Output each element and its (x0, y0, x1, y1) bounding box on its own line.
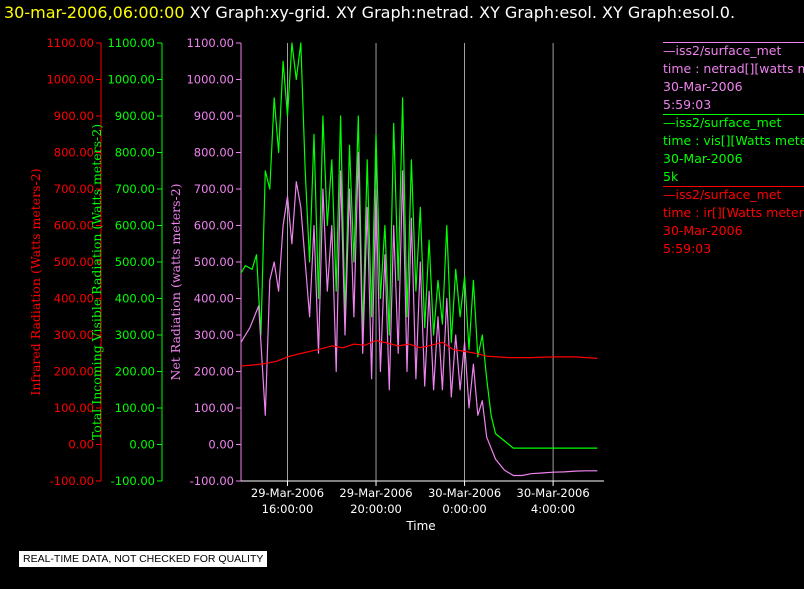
y-tick-label: -100.00 (111, 474, 155, 488)
y-tick-label: 400.00 (54, 292, 94, 306)
x-tick-time: 20:00:00 (350, 502, 402, 516)
y-tick-label: 700.00 (54, 182, 94, 196)
y-axis-title: Net Radiation (watts meters-2) (168, 183, 183, 380)
y-tick-label: 100.00 (194, 401, 234, 415)
x-tick-date: 29-Mar-2006 (339, 486, 412, 500)
legend-time: 5:59:03 (663, 97, 712, 112)
y-tick-label: 200.00 (54, 365, 94, 379)
graph-title-netrad[interactable]: XY Graph:netrad. (335, 3, 475, 22)
y-tick-label: 1000.00 (186, 73, 234, 87)
y-tick-label: 900.00 (115, 109, 155, 123)
y-tick-label: 600.00 (194, 219, 234, 233)
y-tick-label: 700.00 (194, 182, 234, 196)
y-tick-label: 500.00 (54, 255, 94, 269)
legend-separator (663, 186, 804, 187)
x-tick-time: 16:00:00 (262, 502, 314, 516)
y-tick-label: 600.00 (115, 219, 155, 233)
graph-title-esol[interactable]: XY Graph:esol. (479, 3, 597, 22)
y-tick-label: 400.00 (194, 292, 234, 306)
header-timestamp: 30-mar-2006,06:00:00 (4, 3, 185, 22)
x-tick-time: 0:00:00 (442, 502, 486, 516)
y-tick-label: 800.00 (194, 146, 234, 160)
y-tick-label: 500.00 (194, 255, 234, 269)
legend-time: 5:59:03 (663, 241, 712, 256)
series-line (240, 151, 598, 477)
legend-date: 30-Mar-2006 (663, 223, 743, 238)
y-tick-label: 200.00 (194, 365, 234, 379)
graph-title-xy-grid[interactable]: XY Graph:xy-grid. (189, 3, 331, 22)
y-tick-label: 500.00 (115, 255, 155, 269)
y-tick-label: 700.00 (115, 182, 155, 196)
legend-label: time : vis[][Watts meter (663, 133, 804, 148)
y-tick-label: 100.00 (54, 401, 94, 415)
y-tick-label: 600.00 (54, 219, 94, 233)
x-tick-date: 29-Mar-2006 (251, 486, 324, 500)
x-axis-title: Time (405, 519, 435, 533)
y-tick-label: 100.00 (115, 401, 155, 415)
y-tick-label: 1100.00 (186, 36, 234, 50)
quality-notice: REAL-TIME DATA, NOT CHECKED FOR QUALITY (19, 551, 268, 567)
y-axis-title: Total Incoming Visible Radiation (Watts … (89, 124, 104, 440)
series-line (240, 339, 598, 367)
graph-title-esol-0[interactable]: XY Graph:esol.0. (602, 3, 736, 22)
y-axis-title: Infrared Radiation (Watts meters-2) (28, 168, 43, 395)
legend-date: 30-Mar-2006 (663, 79, 743, 94)
legend-source: iss2/surface_met (675, 115, 782, 130)
y-tick-label: 0.00 (208, 438, 234, 452)
legend-label: time : netrad[][watts met (663, 61, 804, 76)
y-tick-label: 0.00 (68, 438, 94, 452)
legend-entry-vis: —iss2/surface_met time : vis[][Watts met… (663, 114, 804, 184)
legend-date: 30-Mar-2006 (663, 151, 743, 166)
y-tick-label: 900.00 (54, 109, 94, 123)
header-bar: 30-mar-2006,06:00:00 XY Graph:xy-grid. X… (4, 3, 735, 22)
x-tick-date: 30-Mar-2006 (517, 486, 590, 500)
y-tick-label: 400.00 (115, 292, 155, 306)
y-tick-label: 300.00 (115, 328, 155, 342)
legend-entry-netrad: —iss2/surface_met time : netrad[][watts … (663, 42, 804, 112)
y-tick-label: -100.00 (190, 474, 234, 488)
x-tick-date: 30-Mar-2006 (428, 486, 501, 500)
y-tick-label: 200.00 (115, 365, 155, 379)
y-tick-label: 300.00 (54, 328, 94, 342)
legend-source: iss2/surface_met (675, 43, 782, 58)
y-tick-label: 800.00 (54, 146, 94, 160)
legend-source: iss2/surface_met (675, 187, 782, 202)
y-tick-label: 1000.00 (107, 73, 155, 87)
legend-time: 5k (663, 169, 679, 184)
legend-separator (663, 42, 804, 43)
y-tick-label: 900.00 (194, 109, 234, 123)
y-tick-label: 800.00 (115, 146, 155, 160)
legend-separator (663, 114, 804, 115)
y-tick-label: 1100.00 (107, 36, 155, 50)
x-tick-time: 4:00:00 (531, 502, 575, 516)
y-tick-label: 0.00 (129, 438, 155, 452)
legend-label: time : ir[][Watts meters (663, 205, 804, 220)
y-tick-label: 1000.00 (46, 73, 94, 87)
series-line (240, 42, 598, 449)
y-tick-label: 300.00 (194, 328, 234, 342)
y-tick-label: 1100.00 (46, 36, 94, 50)
y-tick-label: -100.00 (50, 474, 94, 488)
legend-entry-ir: —iss2/surface_met time : ir[][Watts mete… (663, 186, 804, 258)
